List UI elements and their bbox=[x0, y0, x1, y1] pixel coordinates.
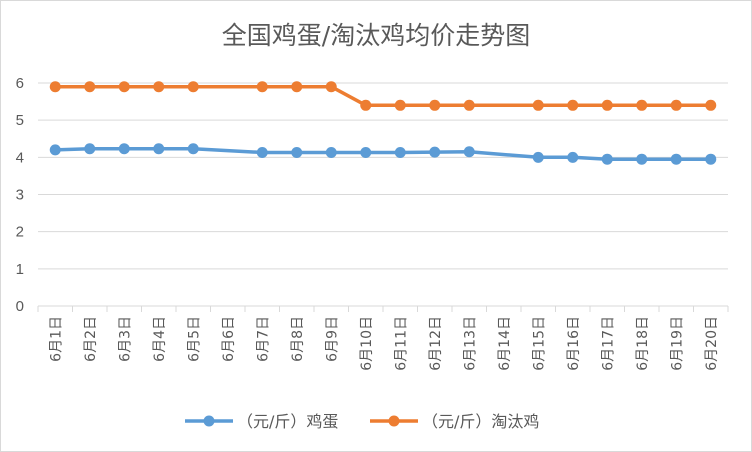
gridlines bbox=[38, 82, 728, 307]
legend-label: （元/斤）淘汰鸡 bbox=[422, 412, 539, 431]
x-tick-label: 6月18日 bbox=[635, 316, 651, 371]
data-point bbox=[429, 146, 441, 158]
x-tick-label: 6月6日 bbox=[221, 316, 237, 362]
series-line bbox=[55, 147, 711, 161]
data-point bbox=[601, 153, 613, 165]
data-point bbox=[636, 153, 648, 165]
data-point bbox=[153, 81, 165, 93]
data-point bbox=[187, 143, 199, 155]
x-tick-label: 6月13日 bbox=[462, 316, 478, 371]
data-point bbox=[49, 144, 61, 156]
x-tick-label: 6月8日 bbox=[290, 316, 306, 362]
data-point bbox=[153, 143, 165, 155]
x-tick-label: 6月4日 bbox=[152, 316, 168, 362]
data-point bbox=[463, 99, 475, 111]
data-point bbox=[567, 151, 579, 163]
x-tick-label: 6月10日 bbox=[359, 316, 375, 371]
x-tick-label: 6月2日 bbox=[83, 316, 99, 362]
y-tick-label: 3 bbox=[16, 187, 24, 204]
data-point bbox=[187, 81, 199, 93]
data-point bbox=[429, 99, 441, 111]
series-1 bbox=[49, 143, 717, 165]
x-tick-label: 6月5日 bbox=[186, 316, 202, 362]
data-point bbox=[567, 99, 579, 111]
y-tick-label: 2 bbox=[16, 224, 24, 241]
data-point bbox=[256, 81, 268, 93]
x-tick-label: 6月3日 bbox=[117, 316, 133, 362]
x-tick-label: 6月7日 bbox=[255, 316, 271, 362]
data-point bbox=[601, 99, 613, 111]
data-point bbox=[118, 143, 130, 155]
x-tick-label: 6月14日 bbox=[497, 316, 513, 371]
data-point bbox=[394, 99, 406, 111]
x-tick-label: 6月16日 bbox=[566, 316, 582, 371]
x-tick-label: 6月9日 bbox=[324, 316, 340, 362]
data-point bbox=[532, 99, 544, 111]
x-tick-label: 6月15日 bbox=[531, 316, 547, 371]
y-tick-label: 5 bbox=[16, 112, 24, 129]
data-point bbox=[532, 151, 544, 163]
data-point bbox=[256, 147, 268, 159]
y-axis-ticks: 0 1 2 3 4 5 6 bbox=[16, 75, 24, 315]
x-tick-label: 6月17日 bbox=[600, 316, 616, 371]
y-tick-label: 4 bbox=[16, 149, 24, 166]
data-point bbox=[636, 99, 648, 111]
series-layer bbox=[49, 81, 717, 165]
series-2 bbox=[49, 81, 717, 111]
x-tick-label: 6月12日 bbox=[428, 316, 444, 371]
legend-swatch-marker bbox=[388, 415, 400, 427]
data-point bbox=[463, 146, 475, 158]
legend: （元/斤）鸡蛋 （元/斤）淘汰鸡 bbox=[185, 412, 539, 431]
data-point bbox=[670, 99, 682, 111]
y-tick-label: 1 bbox=[16, 261, 24, 278]
legend-item: （元/斤）淘汰鸡 bbox=[370, 412, 539, 431]
chart-title: 全国鸡蛋/淘汰鸡均价走势图 bbox=[222, 21, 530, 50]
data-point bbox=[394, 147, 406, 159]
x-tick-label: 6月20日 bbox=[704, 316, 720, 371]
x-tick-label: 6月11日 bbox=[393, 316, 409, 371]
series-line bbox=[55, 84, 711, 108]
data-point bbox=[325, 147, 337, 159]
x-tick-label: 6月1日 bbox=[48, 316, 64, 362]
data-point bbox=[49, 81, 61, 93]
data-point bbox=[118, 81, 130, 93]
data-point bbox=[84, 143, 96, 155]
data-point bbox=[325, 81, 337, 93]
data-point bbox=[291, 81, 303, 93]
x-tick-label: 6月19日 bbox=[669, 316, 685, 371]
legend-swatch-marker bbox=[203, 415, 215, 427]
data-point bbox=[670, 153, 682, 165]
data-point bbox=[291, 147, 303, 159]
data-point bbox=[705, 153, 717, 165]
y-tick-label: 0 bbox=[16, 298, 24, 315]
data-point bbox=[360, 99, 372, 111]
legend-item: （元/斤）鸡蛋 bbox=[185, 412, 338, 431]
x-axis-ticks: 6月1日 6月2日 6月3日 6月4日 6月5日 6月6日 6月7日 6月8日 6月9日 6月10… bbox=[37, 306, 729, 371]
legend-label: （元/斤）鸡蛋 bbox=[237, 412, 338, 431]
data-point bbox=[360, 147, 372, 159]
data-point bbox=[84, 81, 96, 93]
data-point bbox=[705, 99, 717, 111]
y-tick-label: 6 bbox=[16, 75, 24, 92]
